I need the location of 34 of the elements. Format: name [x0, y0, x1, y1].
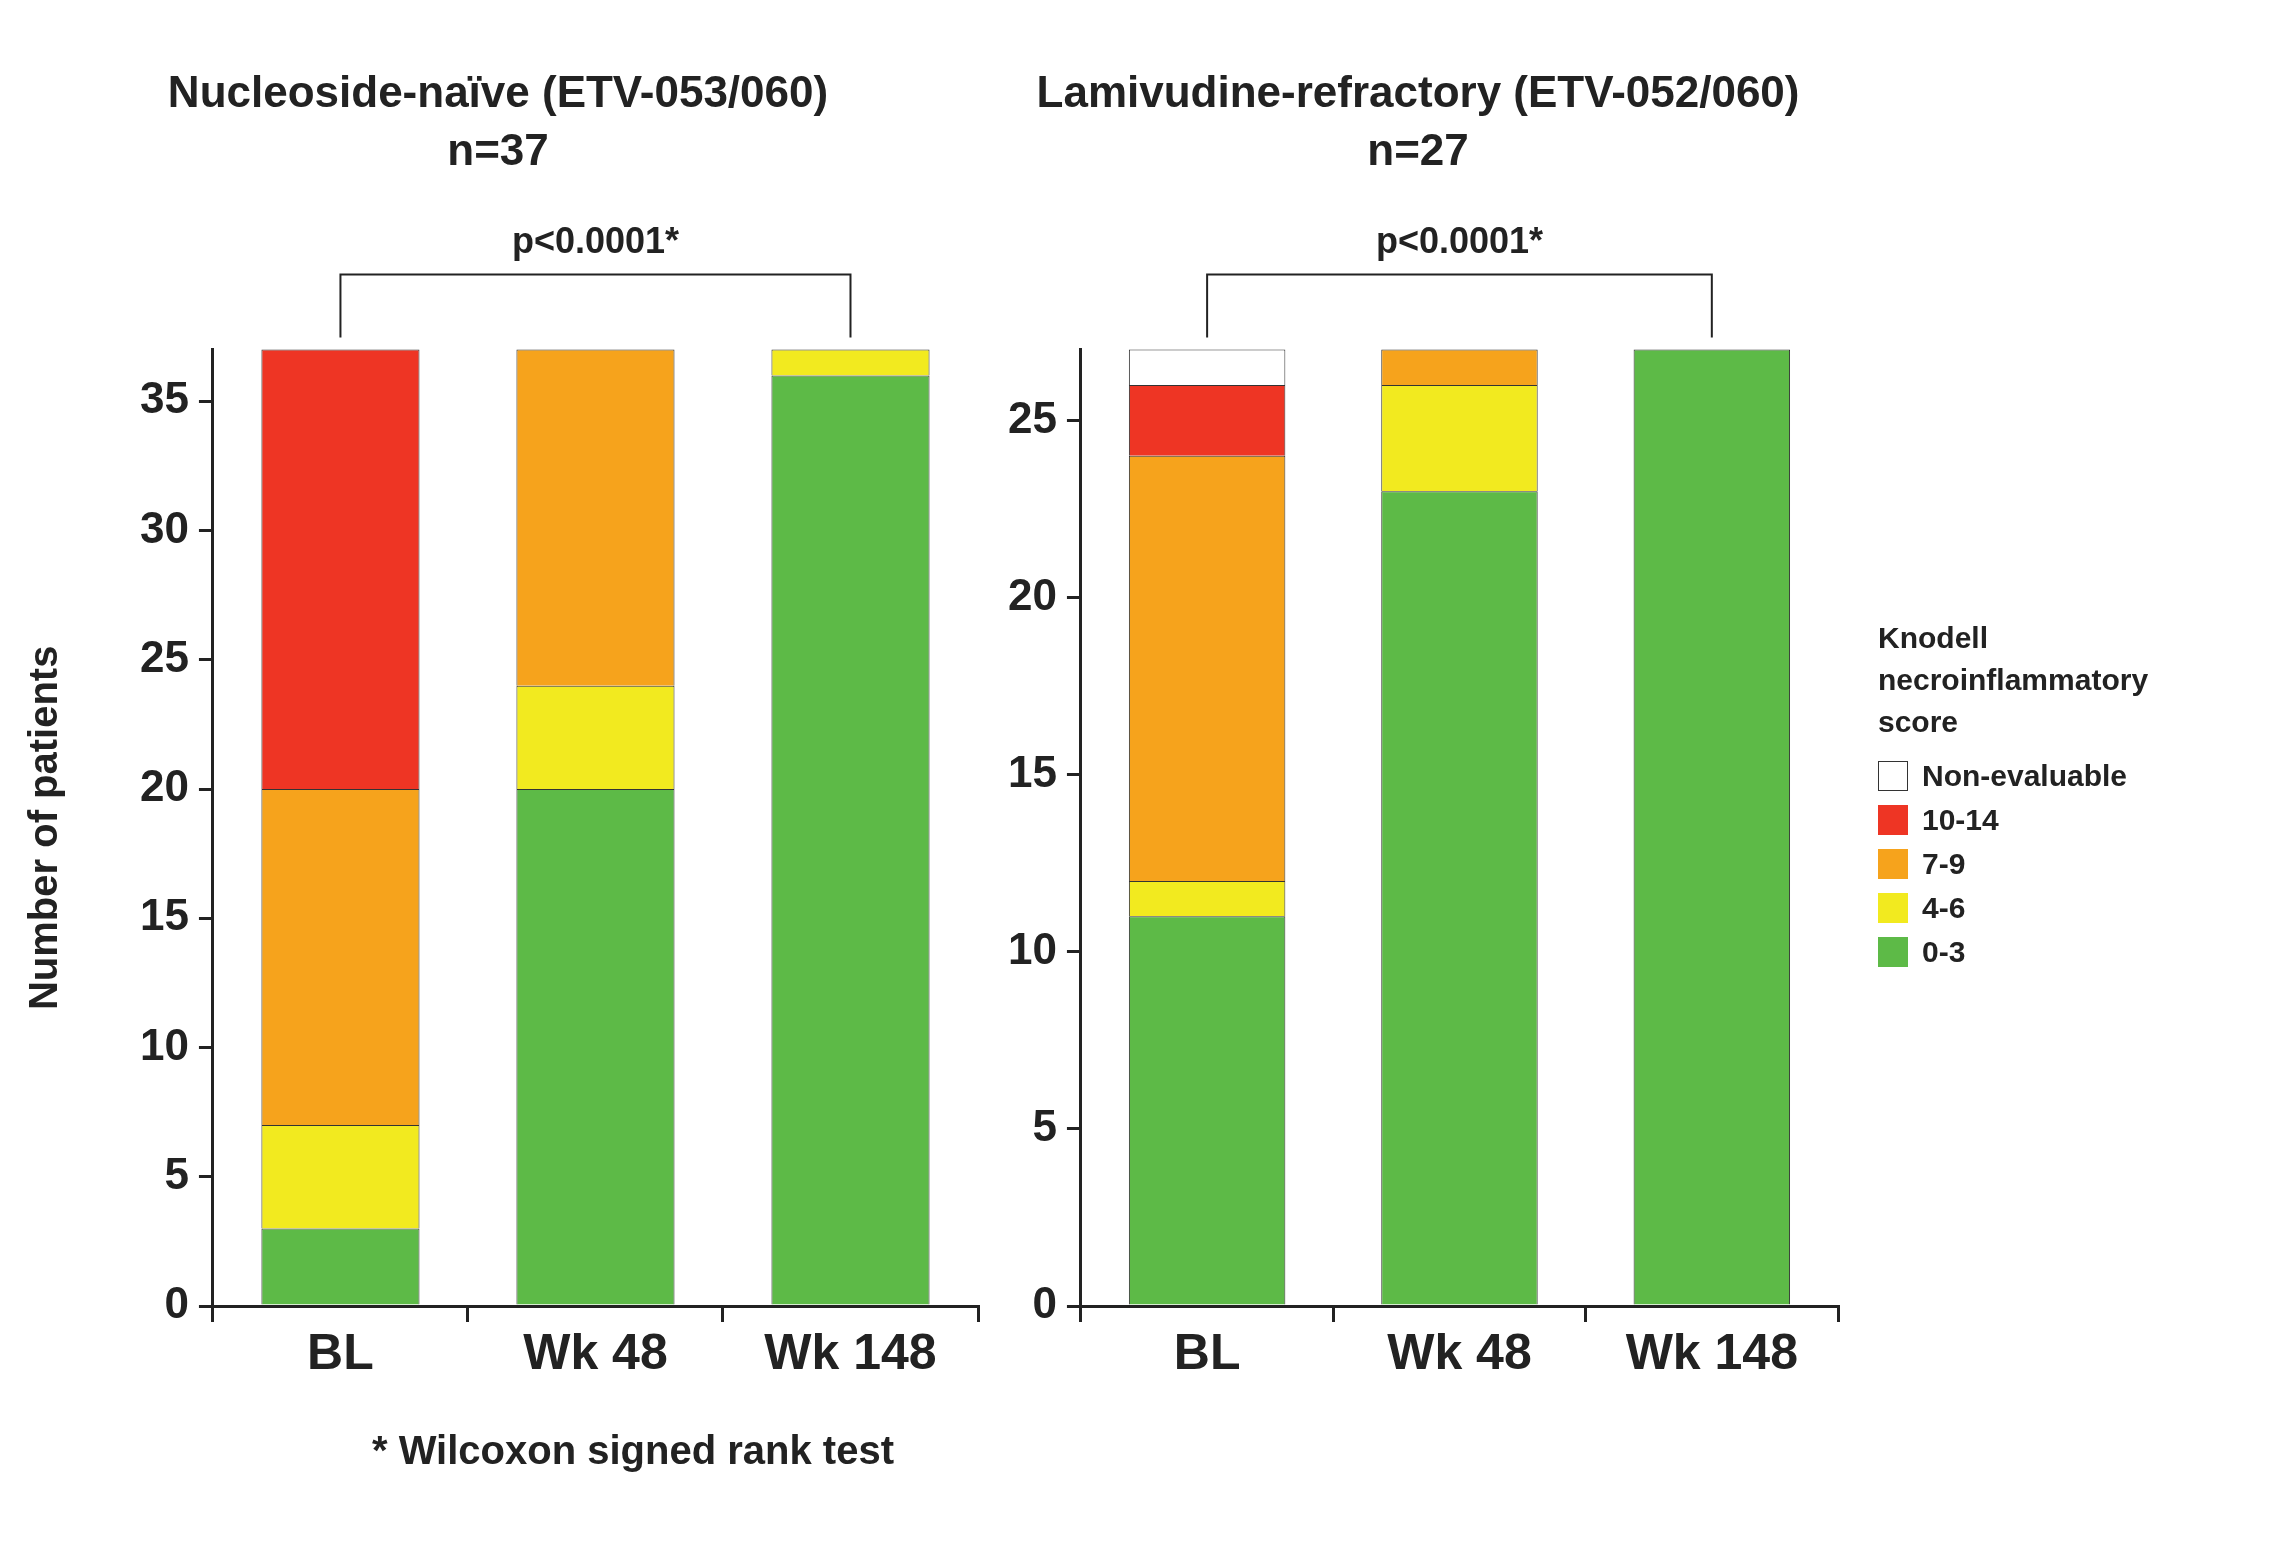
text: * Wilcoxon signed rank test	[371, 1428, 895, 1473]
chart-subtitle: n=27	[1367, 125, 1469, 175]
y-tick-label: 25	[1007, 392, 1057, 442]
y-tick-label: 10	[1007, 923, 1057, 973]
y-tick-label: 0	[164, 1278, 189, 1328]
y-tick-label: 5	[164, 1148, 189, 1198]
x-tick-label: BL	[307, 1323, 374, 1380]
legend-title: Knodell necroinflammatory score	[1878, 620, 2150, 740]
legend-label: 7-9	[1922, 847, 1966, 881]
legend-label: 10-14	[1922, 803, 1999, 837]
chart-subtitle: n=37	[447, 125, 549, 175]
x-tick-label: Wk 148	[764, 1323, 937, 1380]
y-tick-label: 20	[1007, 569, 1057, 619]
legend-label: 4-6	[1922, 891, 1966, 925]
legend-label: Non-evaluable	[1922, 759, 2128, 793]
y-tick-label: 0	[1032, 1278, 1057, 1328]
text: p<0.0001*	[511, 219, 680, 261]
y-tick-label: 35	[139, 373, 189, 423]
y-tick-label: 5	[1032, 1101, 1057, 1151]
text: p<0.0001*	[1375, 219, 1544, 261]
y-tick-label: 10	[139, 1019, 189, 1069]
y-tick-label: 30	[139, 502, 189, 552]
chart-title: Nucleoside-naïve (ETV-053/060)	[167, 66, 829, 116]
x-tick-label: Wk 48	[1387, 1323, 1532, 1380]
y-tick-label: 15	[1007, 746, 1057, 796]
y-tick-label: 15	[139, 890, 189, 940]
x-tick-label: BL	[1173, 1323, 1241, 1380]
y-tick-label: 20	[139, 761, 189, 811]
legend-label: 0-3	[1922, 935, 1966, 969]
x-tick-label: Wk 148	[1625, 1323, 1798, 1380]
y-tick-label: 25	[139, 631, 189, 681]
x-tick-label: Wk 48	[523, 1323, 668, 1380]
chart-title: Lamivudine-refractory (ETV-052/060)	[1036, 66, 1800, 116]
y-axis-title: Number of patients	[21, 645, 66, 1011]
